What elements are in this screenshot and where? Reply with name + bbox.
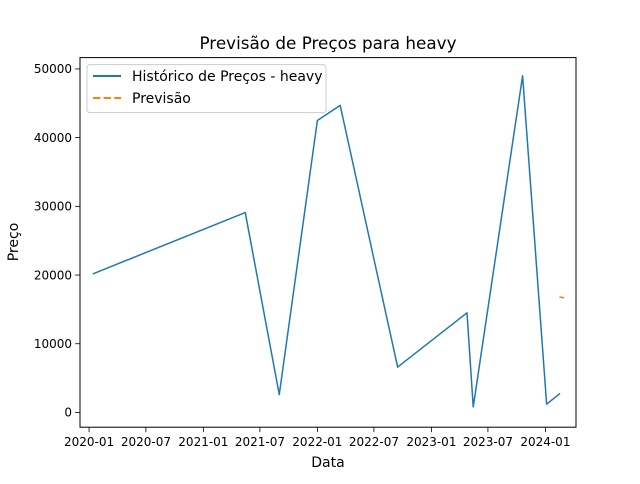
x-tick-label: 2021-01	[178, 435, 228, 449]
x-tick-label: 2022-01	[292, 435, 342, 449]
y-tick-label: 30000	[34, 200, 72, 214]
x-axis-label: Data	[311, 455, 344, 471]
x-tick-label: 2022-07	[349, 435, 399, 449]
series-line-history	[92, 75, 561, 408]
y-tick-label: 20000	[34, 268, 72, 282]
y-tick-label: 10000	[34, 337, 72, 351]
y-tick-label: 40000	[34, 131, 72, 145]
legend-box	[86, 64, 327, 114]
legend: Histórico de Preços - heavy Previsão	[86, 64, 327, 114]
series-line-forecast	[559, 296, 565, 299]
x-tick-label: 2020-01	[64, 435, 114, 449]
legend-label-forecast: Previsão	[132, 91, 191, 107]
y-axis: 0 10000 20000 30000 40000 50000	[34, 62, 80, 420]
chart-title: Previsão de Preços para heavy	[199, 33, 456, 53]
plot-frame	[79, 57, 577, 428]
x-tick-label: 2024-01	[520, 435, 570, 449]
y-tick-label: 0	[64, 406, 72, 420]
y-tick-label: 50000	[34, 62, 72, 76]
x-tick-label: 2020-07	[121, 435, 171, 449]
legend-label-history: Histórico de Preços - heavy	[132, 69, 322, 85]
x-tick-label: 2023-07	[463, 435, 513, 449]
plot-area	[92, 75, 565, 408]
x-tick-label: 2023-01	[406, 435, 456, 449]
y-axis-label: Preço	[6, 223, 22, 262]
x-tick-label: 2021-07	[235, 435, 285, 449]
x-axis: 2020-01 2020-07 2021-01 2021-07 2022-01 2022-…	[64, 427, 570, 449]
